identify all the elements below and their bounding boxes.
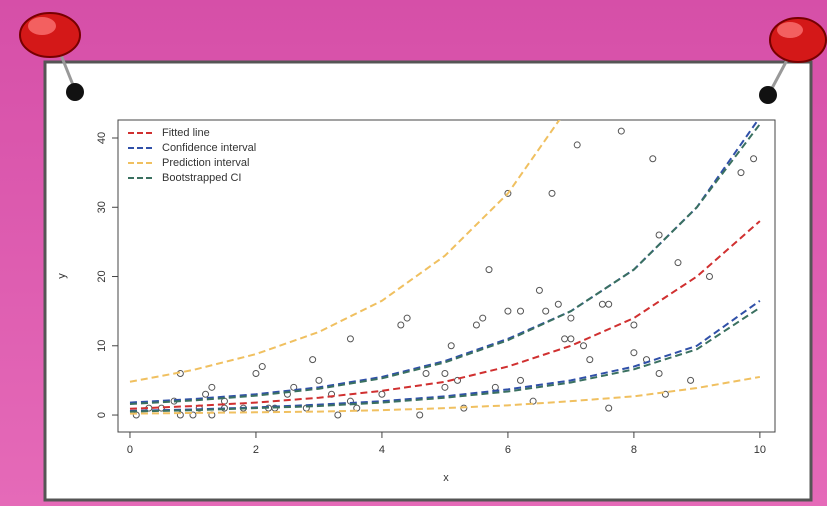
legend-label: Prediction interval xyxy=(162,157,249,169)
x-tick-label: 10 xyxy=(754,444,766,456)
legend-label: Confidence interval xyxy=(162,142,256,154)
x-tick-label: 4 xyxy=(379,444,385,456)
legend-label: Bootstrapped CI xyxy=(162,172,242,184)
y-tick-label: 20 xyxy=(96,270,108,282)
chart: x y 0 2 4 6 8 10 0 10 20 30 40 Fitted line Confidenc… xyxy=(0,0,827,506)
x-tick-label: 6 xyxy=(505,444,511,456)
x-tick-label: 0 xyxy=(127,444,133,456)
x-tick-label: 8 xyxy=(631,444,637,456)
x-tick-label: 2 xyxy=(253,444,259,456)
page: {"chart_data":{"type":"line","x_label":"… xyxy=(0,0,827,506)
y-tick-label: 0 xyxy=(96,412,108,418)
y-tick-label: 40 xyxy=(96,132,108,144)
y-tick-label: 30 xyxy=(96,201,108,213)
y-axis-label: y xyxy=(56,273,68,279)
y-tick-label: 10 xyxy=(96,340,108,352)
legend-label: Fitted line xyxy=(162,127,210,139)
x-axis-label: x xyxy=(443,472,449,484)
paper xyxy=(45,62,811,500)
